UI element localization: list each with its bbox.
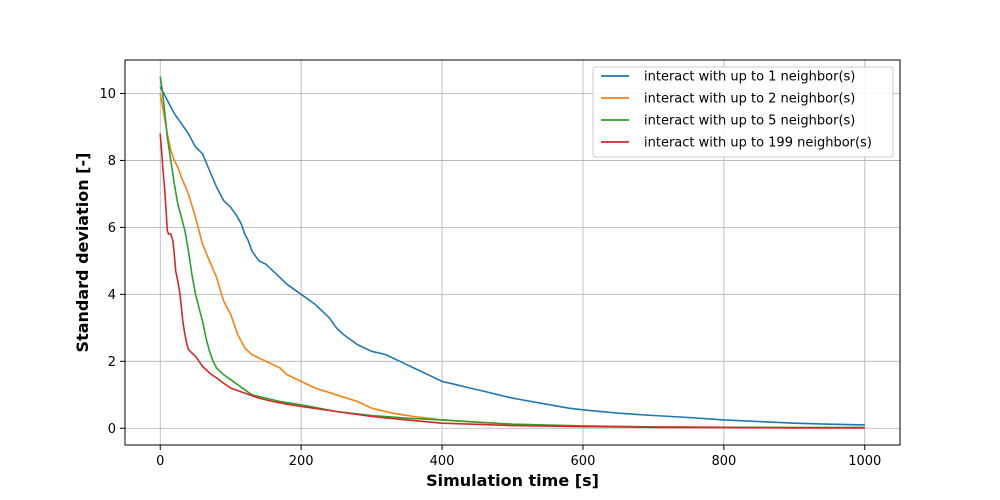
x-tick-label: 200 (289, 454, 314, 469)
y-tick-label: 10 (99, 87, 116, 102)
y-tick-label: 6 (108, 221, 116, 236)
y-tick-label: 4 (108, 288, 116, 303)
plot-frame (124, 59, 901, 446)
y-tick-label: 8 (108, 154, 116, 169)
x-tick-label: 600 (571, 454, 596, 469)
axis-ticks: 0 200 400 600 800 1000 0 2 4 6 8 10 (99, 87, 881, 469)
x-tick-label: 1000 (848, 454, 881, 469)
x-tick-label: 0 (156, 454, 164, 469)
legend-entry: interact with up to 199 neighbor(s) (644, 136, 872, 151)
y-tick-label: 2 (108, 355, 116, 370)
x-axis-label: Simulation time [s] (426, 471, 599, 490)
series-line-4 (159, 133, 865, 429)
x-tick-label: 800 (711, 454, 736, 469)
series-lines (159, 76, 865, 429)
legend-box (592, 66, 894, 158)
series-line-1 (159, 86, 865, 426)
y-tick-label: 0 (108, 422, 116, 437)
y-axis-label: Standard deviation [-] (73, 153, 92, 353)
legend-entry: interact with up to 1 neighbor(s) (644, 70, 855, 85)
legend-entry: interact with up to 5 neighbor(s) (644, 114, 855, 129)
legend-entry: interact with up to 2 neighbor(s) (644, 92, 855, 107)
series-line-3 (159, 76, 865, 429)
x-tick-label: 400 (430, 454, 455, 469)
legend: interact with up to 1 neighbor(s) interac… (592, 66, 894, 158)
